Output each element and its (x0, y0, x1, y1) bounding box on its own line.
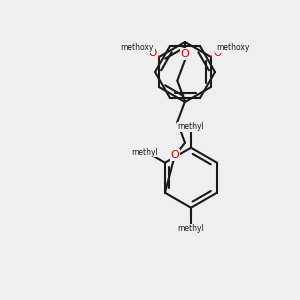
Text: methyl: methyl (131, 148, 158, 157)
Text: O: O (149, 48, 157, 59)
Text: O: O (181, 49, 189, 59)
Text: O: O (171, 150, 179, 160)
Text: methoxy: methoxy (121, 43, 154, 52)
Text: O: O (213, 48, 221, 59)
Text: methoxy: methoxy (216, 43, 249, 52)
Text: methyl: methyl (178, 122, 204, 131)
Text: methyl: methyl (178, 224, 204, 233)
